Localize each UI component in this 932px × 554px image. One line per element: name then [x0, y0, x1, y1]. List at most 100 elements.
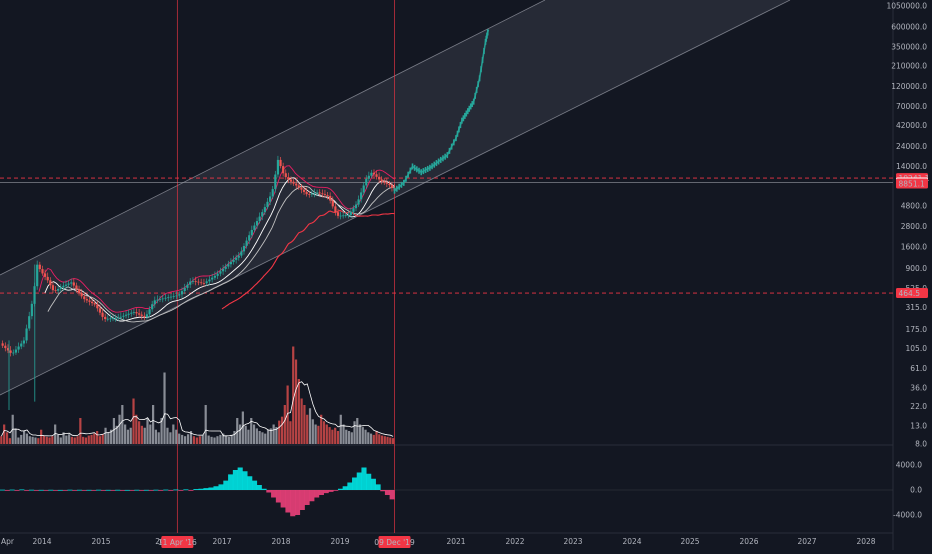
- candle-body[interactable]: [119, 316, 122, 318]
- candle-body[interactable]: [370, 172, 373, 176]
- candle-body[interactable]: [186, 284, 189, 288]
- channel-lower-line[interactable]: [0, 0, 791, 396]
- candle-body[interactable]: [213, 275, 217, 278]
- candle-body[interactable]: [385, 182, 388, 184]
- candle-body[interactable]: [268, 196, 272, 202]
- candle-body[interactable]: [114, 317, 117, 319]
- candle-body[interactable]: [6, 348, 10, 351]
- candle-body[interactable]: [321, 193, 324, 195]
- candle-body[interactable]: [326, 195, 329, 196]
- candles[interactable]: [1, 155, 396, 410]
- candle-body[interactable]: [9, 350, 12, 353]
- candle-body[interactable]: [28, 316, 31, 329]
- candle-body[interactable]: [216, 273, 219, 276]
- candle-body[interactable]: [224, 266, 227, 269]
- candle-body[interactable]: [261, 212, 264, 217]
- candle-body[interactable]: [57, 289, 60, 291]
- candle-body[interactable]: [161, 298, 164, 300]
- candle-body[interactable]: [300, 187, 303, 190]
- candle-body[interactable]: [4, 345, 7, 349]
- candle-body[interactable]: [310, 193, 313, 195]
- candle-body[interactable]: [388, 183, 391, 186]
- candle-body[interactable]: [36, 264, 39, 287]
- candle-body[interactable]: [96, 304, 99, 309]
- candle-body[interactable]: [72, 282, 75, 286]
- candle-body[interactable]: [30, 303, 33, 317]
- price-badge[interactable]: [896, 178, 928, 189]
- candle-body[interactable]: [227, 264, 230, 267]
- date-marker-lines[interactable]: [176, 0, 395, 533]
- candle-body[interactable]: [229, 262, 233, 265]
- candle-body[interactable]: [242, 245, 246, 252]
- candle-body[interactable]: [339, 215, 342, 217]
- candle-body[interactable]: [77, 289, 81, 293]
- candle-body[interactable]: [106, 318, 109, 320]
- candle-body[interactable]: [167, 297, 170, 299]
- candle-body[interactable]: [172, 296, 175, 297]
- candle-body[interactable]: [271, 189, 274, 197]
- candle-body[interactable]: [22, 340, 26, 344]
- time-axis[interactable]: Apr 2014 2015 20 2017 2018 2019 2021 2022 2023 202…: [1, 536, 876, 548]
- candle-body[interactable]: [266, 201, 269, 208]
- candle-body[interactable]: [205, 281, 208, 284]
- candle-body[interactable]: [148, 309, 151, 315]
- candle-body[interactable]: [127, 313, 130, 315]
- candle-body[interactable]: [132, 312, 135, 313]
- candle-body[interactable]: [367, 175, 370, 179]
- candle-body[interactable]: [390, 185, 394, 188]
- candle-body[interactable]: [316, 192, 319, 194]
- candle-body[interactable]: [54, 290, 57, 291]
- candle-body[interactable]: [318, 192, 321, 194]
- candle-body[interactable]: [378, 176, 381, 180]
- candle-body[interactable]: [88, 300, 91, 302]
- candle-body[interactable]: [274, 174, 277, 190]
- candle-body[interactable]: [70, 282, 73, 284]
- candle-body[interactable]: [308, 194, 311, 196]
- date-marker-badge[interactable]: [161, 536, 194, 548]
- candle-body[interactable]: [263, 207, 266, 213]
- candle-body[interactable]: [178, 294, 181, 296]
- candle-body[interactable]: [302, 189, 306, 192]
- candle-body[interactable]: [135, 312, 138, 314]
- candle-body[interactable]: [208, 279, 211, 282]
- candle-body[interactable]: [41, 269, 44, 274]
- candle-body[interactable]: [117, 317, 120, 319]
- candle-body[interactable]: [383, 181, 386, 183]
- candle-body[interactable]: [329, 195, 332, 201]
- candle-body[interactable]: [292, 181, 295, 184]
- candle-body[interactable]: [344, 215, 347, 216]
- candle-body[interactable]: [143, 315, 146, 318]
- candle-body[interactable]: [354, 204, 358, 209]
- projection-path[interactable]: [393, 29, 490, 194]
- candle-body[interactable]: [349, 211, 352, 215]
- candle-body[interactable]: [62, 285, 65, 288]
- candle-body[interactable]: [287, 177, 290, 180]
- candle-body[interactable]: [38, 264, 41, 270]
- candle-body[interactable]: [352, 208, 355, 212]
- candle-body[interactable]: [258, 216, 261, 222]
- candle-body[interactable]: [237, 255, 240, 258]
- candle-body[interactable]: [1, 343, 4, 346]
- candle-body[interactable]: [98, 308, 102, 313]
- candle-body[interactable]: [282, 166, 285, 174]
- candle-body[interactable]: [305, 191, 308, 195]
- date-marker-badge[interactable]: [378, 536, 411, 548]
- candle-body[interactable]: [140, 314, 143, 316]
- price-badge[interactable]: [896, 288, 928, 299]
- candle-body[interactable]: [253, 225, 256, 230]
- candle-body[interactable]: [130, 312, 133, 314]
- candle-body[interactable]: [111, 318, 115, 320]
- candle-body[interactable]: [67, 283, 70, 285]
- candle-body[interactable]: [360, 192, 363, 200]
- candle-body[interactable]: [64, 284, 68, 286]
- candle-body[interactable]: [91, 301, 94, 304]
- candle-body[interactable]: [372, 172, 376, 175]
- candle-body[interactable]: [189, 281, 192, 285]
- candle-body[interactable]: [221, 268, 225, 272]
- candle-body[interactable]: [169, 296, 173, 298]
- candle-body[interactable]: [297, 185, 300, 188]
- candle-body[interactable]: [202, 283, 206, 284]
- candle-body[interactable]: [375, 174, 378, 177]
- candle-body[interactable]: [17, 346, 20, 350]
